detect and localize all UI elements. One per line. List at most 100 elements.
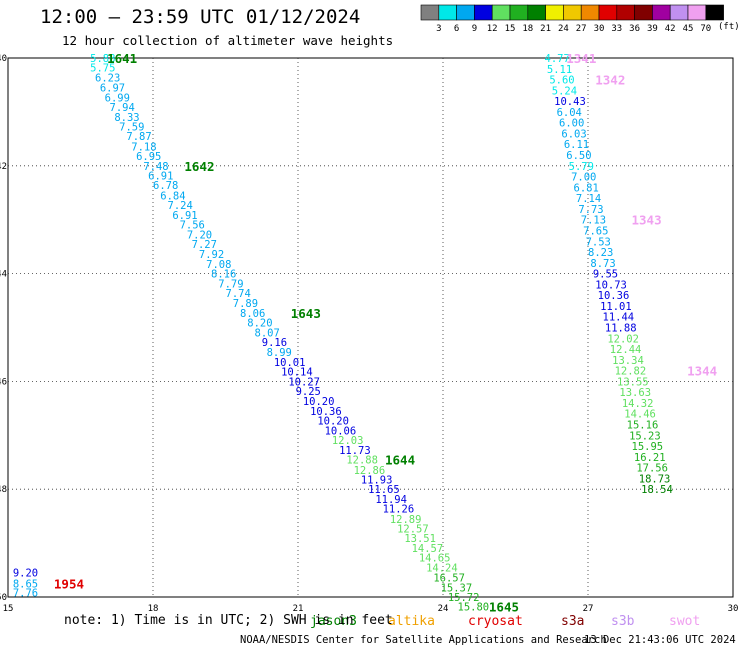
wave-height-point: 4.77 <box>545 53 570 65</box>
pass-number-label: 1641 <box>107 51 137 66</box>
wave-height-point: 6.91 <box>172 210 197 222</box>
wave-height-point: 6.04 <box>557 107 582 119</box>
wave-height-point: 9.20 <box>13 568 38 580</box>
wave-height-point: 14.32 <box>622 398 654 410</box>
wave-height-point: 7.87 <box>126 131 151 143</box>
wave-height-point: 5.75 <box>90 63 115 75</box>
wave-height-point: 7.08 <box>206 259 231 271</box>
x-tick-label: 21 <box>293 604 304 614</box>
scale-label-6: 6 <box>454 24 459 34</box>
y-tick-label: -42 <box>0 162 7 172</box>
wave-height-point: 5.24 <box>552 85 577 97</box>
scale-label-33: 33 <box>611 24 622 34</box>
wave-height-point: 11.73 <box>339 445 371 457</box>
wave-height-point: 7.13 <box>581 215 606 227</box>
color-scale-bar: 3 6 9 12 15 18 21 24 27 30 33 36 39 42 45 70 <box>420 4 724 34</box>
pass-number-label: 1642 <box>184 159 214 174</box>
wave-height-point: 7.65 <box>583 225 608 237</box>
wave-height-point: 12.88 <box>346 455 378 467</box>
x-tick-label: 18 <box>148 604 159 614</box>
wave-height-point: 12.89 <box>390 514 422 526</box>
wave-height-point: 11.01 <box>600 301 632 313</box>
wave-height-point: 10.06 <box>325 425 357 437</box>
wave-height-point: 18.54 <box>641 484 673 496</box>
wave-height-point: 12.86 <box>354 465 386 477</box>
wave-height-point: 5.88 <box>90 53 115 65</box>
wave-height-point: 15.37 <box>441 582 473 594</box>
scale-label-27: 27 <box>576 24 587 34</box>
wave-height-point: 7.59 <box>119 121 144 133</box>
wave-height-point: 6.81 <box>574 182 599 194</box>
wave-height-point: 7.56 <box>180 220 205 232</box>
wave-height-point: 16.21 <box>634 452 666 464</box>
wave-height-point: 5.79 <box>569 161 594 173</box>
wave-height-point: 17.56 <box>636 463 668 475</box>
wave-height-point: 6.03 <box>561 128 586 140</box>
wave-height-point: 11.88 <box>605 323 637 335</box>
scale-label-15: 15 <box>505 24 516 34</box>
wave-height-point: 7.94 <box>110 102 135 114</box>
wave-height-point: 6.23 <box>95 72 120 84</box>
wave-height-point: 8.73 <box>590 258 615 270</box>
wave-height-point: 6.99 <box>105 92 130 104</box>
wave-height-point: 7.14 <box>576 193 601 205</box>
page-title: 12:00 — 23:59 UTC 01/12/2024 <box>40 6 361 28</box>
wave-height-point: 7.76 <box>13 588 38 600</box>
wave-height-point: 14.57 <box>412 543 444 555</box>
wave-height-point: 9.55 <box>593 269 618 281</box>
pass-number-label: 1644 <box>385 453 415 468</box>
wave-height-point: 7.79 <box>218 278 243 290</box>
x-tick-label: 30 <box>728 604 739 614</box>
wave-height-point: 8.06 <box>240 308 265 320</box>
scale-label-24: 24 <box>558 24 569 34</box>
wave-height-point: 8.07 <box>255 327 280 339</box>
x-tick-label: 27 <box>583 604 594 614</box>
wave-height-point: 7.48 <box>143 161 168 173</box>
wave-height-point: 7.27 <box>192 239 217 251</box>
legend-swot: swot <box>669 614 700 629</box>
y-tick-label: -44 <box>0 270 7 280</box>
pass-number-label: 1954 <box>54 577 84 592</box>
wave-height-point: 12.57 <box>397 524 429 536</box>
wave-height-point: 8.33 <box>114 112 139 124</box>
wave-height-point: 10.73 <box>595 279 627 291</box>
plot-frame <box>7 57 734 598</box>
wave-height-point: 12.82 <box>615 366 647 378</box>
wave-height-point: 7.73 <box>578 204 603 216</box>
pass-number-label: 1342 <box>595 73 625 88</box>
wave-height-point: 15.80 <box>458 602 490 614</box>
wave-height-point: 10.20 <box>303 396 335 408</box>
legend-cryosat: cryosat <box>468 614 523 629</box>
wave-height-point: 7.20 <box>187 229 212 241</box>
pass-number-label: 1645 <box>489 600 519 615</box>
wave-height-point: 10.36 <box>598 290 630 302</box>
wave-height-point: 10.36 <box>310 406 342 418</box>
scale-label-30: 30 <box>594 24 605 34</box>
wave-height-point: 15.95 <box>632 441 664 453</box>
page-subtitle: 12 hour collection of altimeter wave hei… <box>62 33 394 48</box>
scale-label-36: 36 <box>629 24 640 34</box>
wave-height-point: 13.34 <box>612 355 644 367</box>
x-tick-label: 24 <box>438 604 449 614</box>
wave-height-point: 11.93 <box>361 474 393 486</box>
wave-height-point: 12.03 <box>332 435 364 447</box>
legend-s3b: s3b <box>611 614 635 629</box>
wave-height-point: 6.00 <box>559 118 584 130</box>
scale-label-3: 3 <box>436 24 441 34</box>
wave-height-point: 9.16 <box>262 337 287 349</box>
scale-label-12: 12 <box>487 24 498 34</box>
wave-height-point: 5.60 <box>549 75 574 87</box>
wave-height-point: 11.65 <box>368 484 400 496</box>
wave-height-point: 6.91 <box>148 171 173 183</box>
wave-height-point: 14.24 <box>426 562 458 574</box>
scale-label-70: 70 <box>700 24 711 34</box>
wave-height-point: 6.84 <box>160 190 185 202</box>
wave-height-point: 18.73 <box>639 473 671 485</box>
wave-height-point: 10.14 <box>281 367 313 379</box>
wave-height-point: 14.65 <box>419 553 451 565</box>
wave-height-point: 12.44 <box>610 344 642 356</box>
wave-height-point: 5.11 <box>547 64 572 76</box>
wave-height-point: 7.53 <box>586 236 611 248</box>
wave-height-point: 7.18 <box>131 141 156 153</box>
